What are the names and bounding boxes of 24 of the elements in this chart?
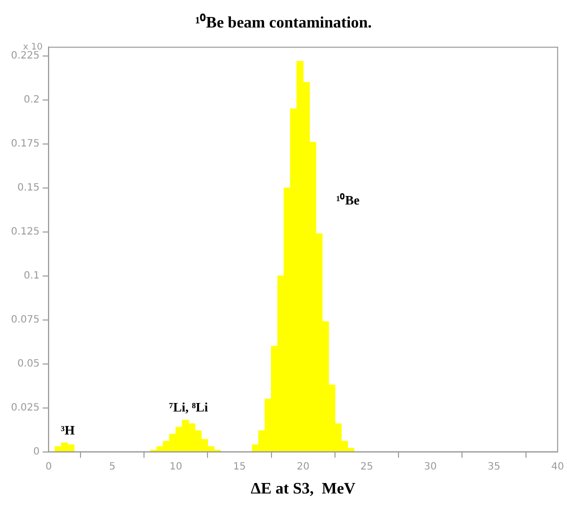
- x-tick-label: 10: [170, 461, 182, 472]
- y-tick-label: 0.05: [17, 358, 40, 370]
- y-tick-label: 0.175: [10, 138, 40, 150]
- chart-title: ¹⁰Be beam contamination.: [195, 14, 372, 32]
- x-tick-label: 30: [424, 461, 437, 472]
- x-axis-title: ΔE at S3, MeV: [250, 480, 356, 498]
- y-tick-label: 0.025: [10, 402, 40, 414]
- x-tick-label: 25: [360, 461, 374, 472]
- x-tick-label: 5: [109, 461, 116, 472]
- y-tick-label: 0.15: [17, 182, 40, 194]
- annotation: ⁷Li, ⁸Li: [169, 400, 208, 415]
- x-tick-label: 0: [45, 461, 52, 472]
- y-tick-label: 0.075: [10, 314, 40, 326]
- y-tick-label: 0: [33, 446, 40, 458]
- y-tick-label: 0.2: [24, 94, 40, 106]
- x-tick-label: 15: [233, 461, 246, 472]
- y-tick-label: 0.225: [10, 50, 40, 62]
- annotation: ¹⁰Be: [336, 192, 360, 208]
- x-tick-label: 35: [488, 461, 500, 472]
- x-tick-label: 20: [296, 461, 310, 472]
- annotation: ³H: [60, 422, 75, 438]
- y-tick-label: 0.1: [24, 270, 40, 282]
- y-tick-label: 0.125: [10, 226, 40, 238]
- x-tick-label: 40: [551, 461, 564, 472]
